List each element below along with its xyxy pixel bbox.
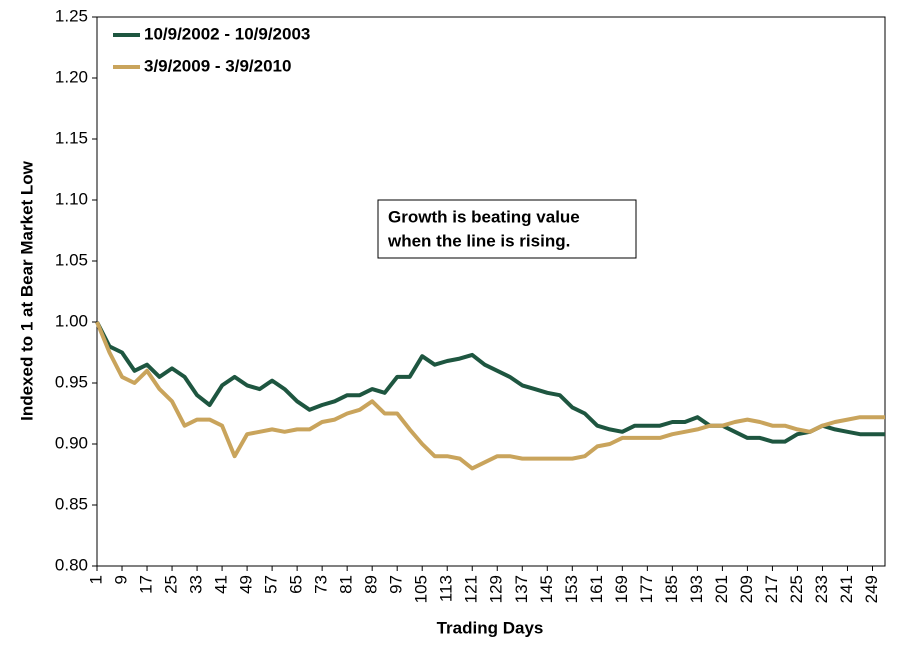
x-tick-label: 201 (712, 575, 731, 603)
x-tick-label: 121 (462, 575, 481, 603)
y-tick-label: 0.95 (55, 372, 88, 391)
x-tick-label: 65 (287, 575, 306, 594)
y-tick-label: 0.90 (55, 433, 88, 452)
x-axis-title: Trading Days (437, 618, 544, 637)
y-tick-label: 0.80 (55, 555, 88, 574)
y-tick-label: 1.25 (55, 6, 88, 25)
x-tick-label: 9 (112, 575, 131, 584)
y-tick-label: 1.15 (55, 128, 88, 147)
y-tick-label: 0.85 (55, 494, 88, 513)
y-axis-title: Indexed to 1 at Bear Market Low (17, 160, 36, 421)
x-tick-label: 89 (362, 575, 381, 594)
x-tick-label: 137 (512, 575, 531, 603)
legend-label: 10/9/2002 - 10/9/2003 (144, 24, 310, 43)
x-tick-label: 57 (262, 575, 281, 594)
x-tick-label: 225 (787, 575, 806, 603)
annotation: Growth is beating value (388, 207, 580, 226)
y-tick-label: 1.20 (55, 67, 88, 86)
x-tick-label: 233 (812, 575, 831, 603)
x-tick-label: 105 (412, 575, 431, 603)
series-line (95, 321, 885, 444)
series-line (95, 321, 885, 471)
y-tick-label: 1.10 (55, 189, 88, 208)
y-tick-label: 1.05 (55, 250, 88, 269)
x-tick-label: 209 (737, 575, 756, 603)
x-tick-label: 33 (187, 575, 206, 594)
x-tick-label: 185 (662, 575, 681, 603)
x-tick-label: 25 (162, 575, 181, 594)
x-tick-label: 41 (212, 575, 231, 594)
x-tick-label: 97 (387, 575, 406, 594)
x-tick-label: 241 (837, 575, 856, 603)
x-tick-label: 217 (762, 575, 781, 603)
x-tick-label: 1 (86, 575, 105, 584)
x-tick-label: 73 (312, 575, 331, 594)
x-tick-label: 129 (487, 575, 506, 603)
x-tick-label: 169 (612, 575, 631, 603)
x-tick-label: 145 (537, 575, 556, 603)
plot-area (96, 16, 886, 567)
x-tick-label: 249 (862, 575, 881, 603)
x-tick-label: 153 (562, 575, 581, 603)
legend-label: 3/9/2009 - 3/9/2010 (144, 56, 291, 75)
annotation: when the line is rising. (387, 231, 570, 250)
x-tick-label: 177 (637, 575, 656, 603)
annotation-box (377, 199, 637, 259)
x-tick-label: 49 (237, 575, 256, 594)
x-tick-label: 81 (337, 575, 356, 594)
y-tick-label: 1.00 (55, 311, 88, 330)
x-tick-label: 113 (437, 575, 456, 602)
x-tick-label: 193 (687, 575, 706, 603)
x-tick-label: 17 (137, 575, 156, 594)
x-tick-label: 161 (587, 575, 606, 603)
